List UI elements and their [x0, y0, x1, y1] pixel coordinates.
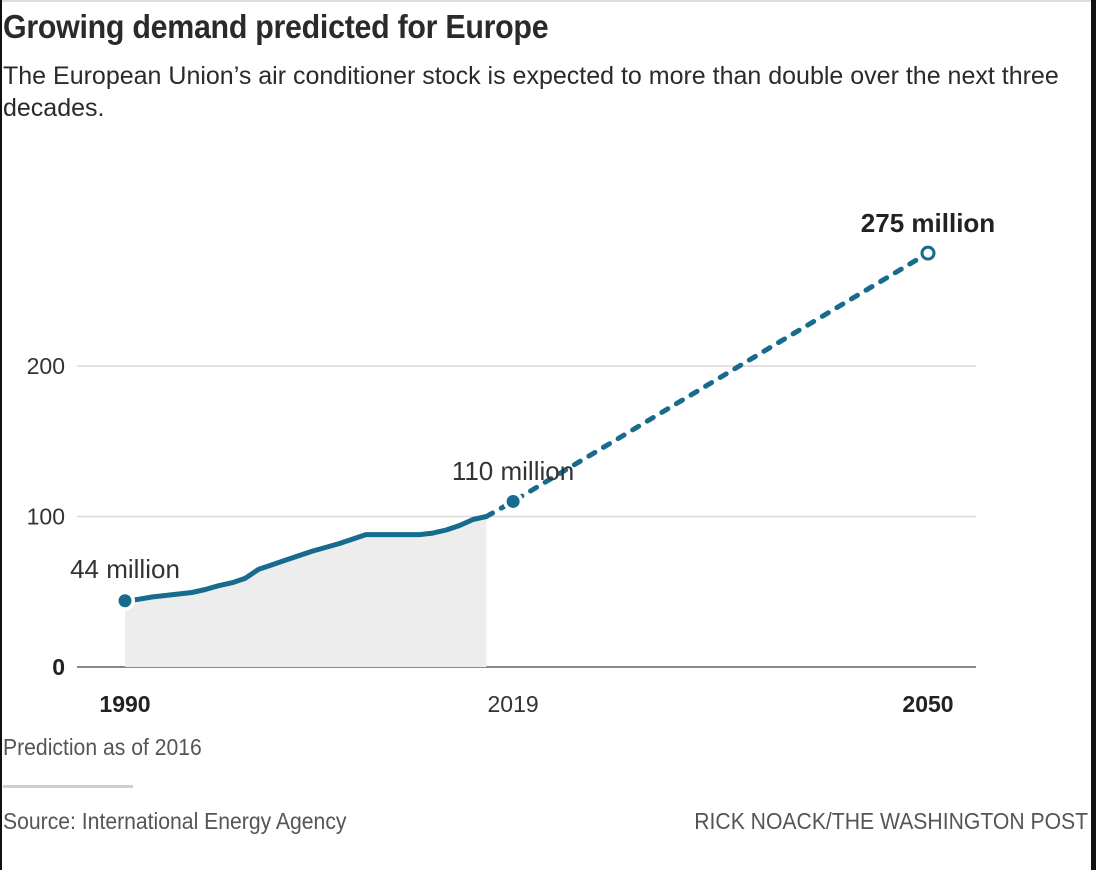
footer-divider — [3, 785, 133, 788]
y-tick-label: 100 — [27, 504, 65, 530]
marker-layer — [115, 245, 936, 611]
historical-line — [122, 514, 489, 604]
annotation-label: 44 million — [70, 554, 180, 584]
chart-title: Growing demand predicted for Europe — [3, 8, 549, 45]
annotation-label: 275 million — [861, 208, 995, 238]
y-tick-label: 0 — [52, 654, 65, 680]
area-layer — [125, 516, 487, 667]
source-text: Source: International Energy Agency — [3, 808, 347, 834]
annotation-label: 110 million — [452, 456, 574, 486]
credit-text: RICK NOACK/THE WASHINGTON POST — [694, 808, 1088, 834]
data-point-marker — [118, 594, 132, 608]
x-tick-label: 2019 — [488, 691, 539, 717]
x-tick-label: 2050 — [902, 691, 953, 717]
x-tick-label: 1990 — [99, 691, 150, 717]
data-point-marker — [506, 494, 520, 508]
top-border — [0, 0, 1096, 2]
y-tick-label: 200 — [27, 353, 65, 379]
prediction-note: Prediction as of 2016 — [3, 734, 202, 760]
historical-area — [125, 516, 487, 667]
chart-subtitle: The European Union’s air conditioner sto… — [3, 62, 1059, 122]
label-layer: 0 100 200 1990 2019 2050 44 million 110 million… — [27, 208, 996, 717]
projected-point-marker — [920, 245, 936, 261]
left-border — [0, 0, 2, 870]
line-layer — [122, 250, 931, 604]
right-border — [1091, 0, 1096, 870]
